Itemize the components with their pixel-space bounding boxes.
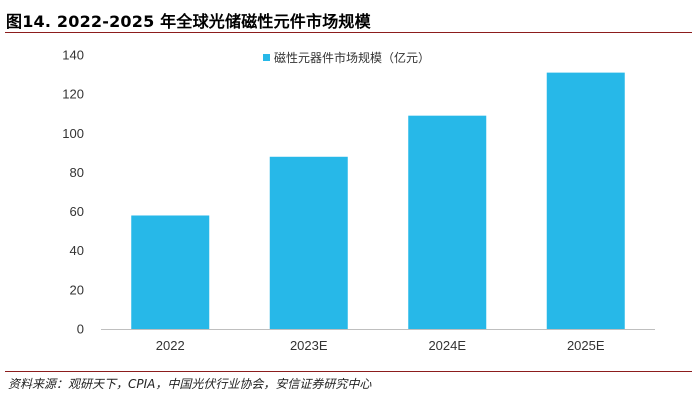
bars xyxy=(131,72,625,330)
legend-label: 磁性元器件市场规模（亿元） xyxy=(274,50,430,65)
legend-swatch xyxy=(263,54,270,61)
y-tick-label: 0 xyxy=(77,322,84,337)
y-tick-label: 140 xyxy=(62,48,84,63)
x-tick-label: 2024E xyxy=(428,338,466,353)
y-tick-label: 40 xyxy=(70,243,84,258)
y-tick-label: 120 xyxy=(62,87,84,102)
source-note: 资料来源：观研天下，CPIA，中国光伏行业协会，安信证券研究中心 xyxy=(8,377,372,391)
bar xyxy=(269,156,348,329)
x-axis-ticks: 2022 2023E 2024E 2025E xyxy=(156,338,605,353)
bar xyxy=(408,115,487,330)
x-tick-label: 2022 xyxy=(156,338,185,353)
y-tick-label: 60 xyxy=(70,204,84,219)
x-tick-label: 2025E xyxy=(567,338,605,353)
x-tick-label: 2023E xyxy=(290,338,328,353)
y-tick-label: 20 xyxy=(70,282,84,297)
footer-divider xyxy=(5,371,692,372)
figure-title: 图14. 2022-2025 年全球光储磁性元件市场规模 xyxy=(6,12,371,31)
y-tick-label: 80 xyxy=(70,165,84,180)
y-axis-ticks: 0 20 40 60 80 100 120 140 xyxy=(62,48,84,337)
title-divider xyxy=(5,32,692,33)
bar xyxy=(131,215,210,329)
bar xyxy=(546,72,625,329)
legend: 磁性元器件市场规模（亿元） xyxy=(263,50,430,65)
y-tick-label: 100 xyxy=(62,126,84,141)
